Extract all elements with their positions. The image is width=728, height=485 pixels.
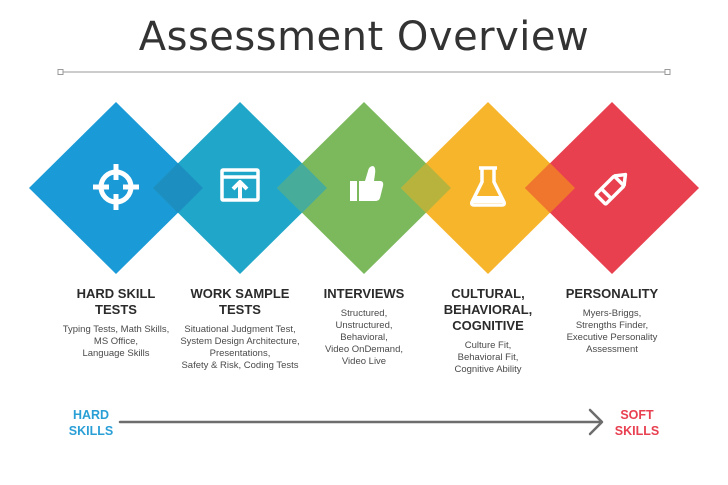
stage-desc-cultural: Culture Fit, Behavioral Fit, Cognitive A… [454, 340, 522, 375]
browser-upload-icon [220, 168, 260, 202]
stage-label-hard-skill: HARD SKILL TESTS [76, 286, 156, 317]
thumbs-up-icon [350, 166, 384, 201]
diamond-personality [525, 102, 699, 274]
stage-desc-personality: Myers-Briggs, Strengths Finder, Executiv… [566, 308, 658, 355]
overlap-teal-green [277, 163, 327, 213]
hard-skills-label: HARD SKILLS [68, 408, 114, 438]
overlap-yellow-red [525, 163, 575, 213]
page-title: Assessment Overview [138, 14, 590, 60]
crosshair-icon [93, 164, 139, 210]
title-underline [57, 69, 671, 75]
stage-label-cultural: CULTURAL, BEHAVIORAL, COGNITIVE [443, 286, 533, 333]
overlap-blue-teal [153, 163, 203, 213]
diamond-cultural [401, 102, 575, 274]
stage-desc-interviews: Structured, Unstructured, Behavioral, Vi… [325, 308, 403, 367]
diamond-hard-skill [29, 102, 203, 274]
soft-skills-label: SOFT SKILLS [614, 408, 660, 438]
stage-label-work-sample: WORK SAMPLE TESTS [190, 286, 290, 317]
stage-desc-hard-skill: Typing Tests, Math Skills, MS Office, La… [62, 324, 170, 359]
stage-label-personality: PERSONALITY [565, 286, 659, 301]
overlap-green-yellow [401, 163, 451, 213]
pencil-icon [594, 172, 628, 206]
flask-icon [470, 166, 506, 207]
stage-label-interviews: INTERVIEWS [323, 286, 405, 301]
stage-desc-work-sample: Situational Judgment Test, System Design… [180, 324, 300, 371]
hard-to-soft-arrow [118, 408, 604, 436]
